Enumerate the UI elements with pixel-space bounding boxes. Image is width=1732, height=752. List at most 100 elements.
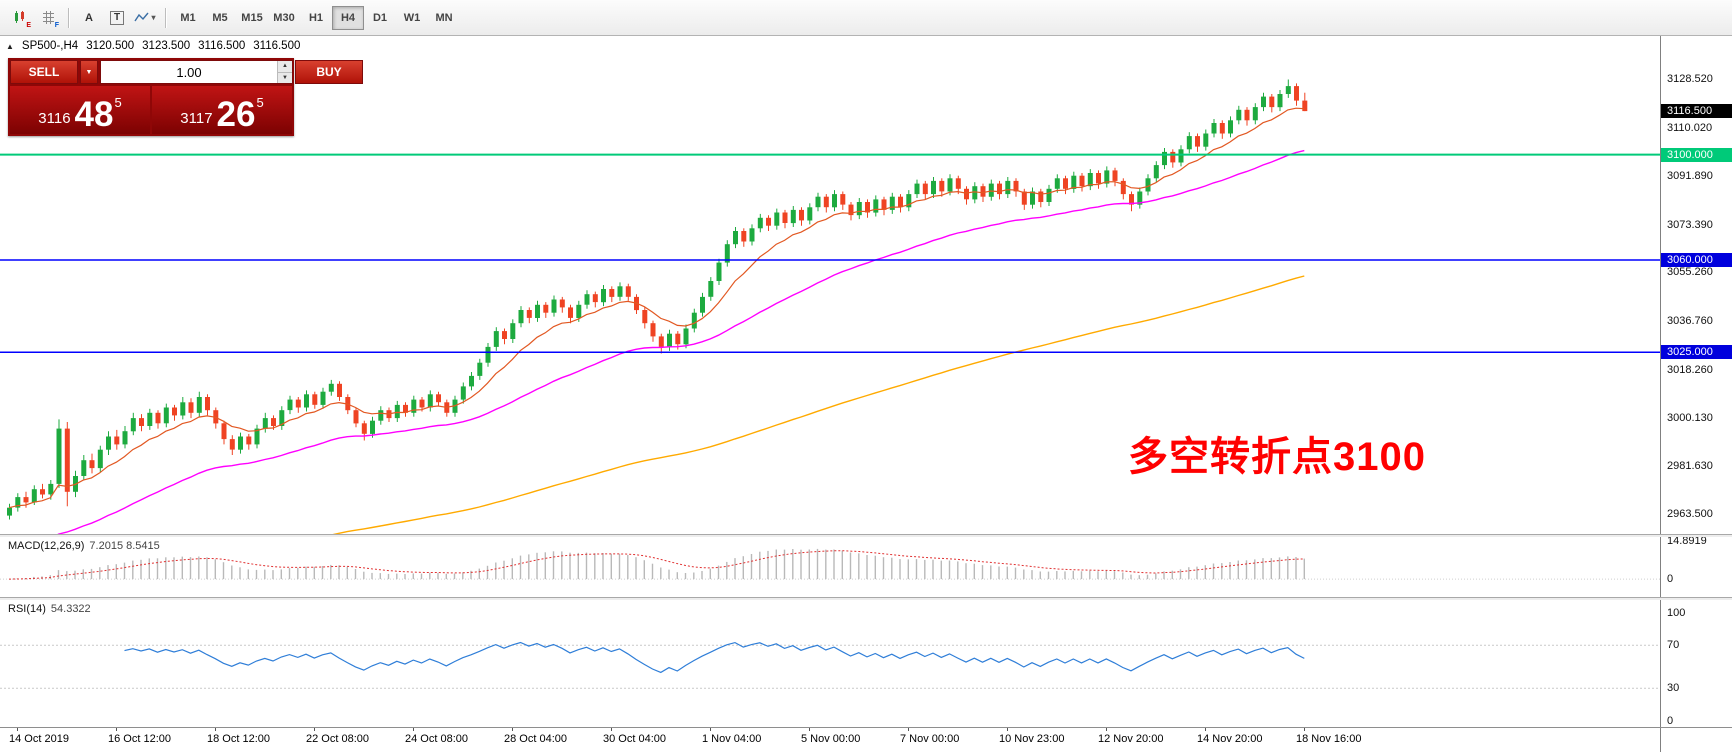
chevron-down-icon: ▾ [151, 13, 156, 22]
price-tick: 3000.130 [1667, 412, 1713, 424]
stepper-down-icon[interactable]: ▼ [277, 72, 292, 83]
timeframe-button-w1[interactable]: W1 [396, 6, 428, 30]
macd-values: 7.2015 8.5415 [89, 540, 160, 552]
time-tick [908, 728, 909, 731]
time-label: 18 Nov 16:00 [1296, 733, 1362, 745]
time-label: 12 Nov 20:00 [1098, 733, 1164, 745]
rsi-axis-tick: 30 [1667, 682, 1680, 694]
chart-annotation-text[interactable]: 多空转折点3100 [1128, 435, 1426, 479]
chart-symbol-header: ▲ SP500-,H4 3120.500 3123.500 3116.500 3… [6, 40, 308, 52]
time-tick [116, 728, 117, 731]
macd-name: MACD(12,26,9) [8, 540, 85, 552]
ohlc-high: 3123.500 [142, 40, 191, 52]
pane-separator[interactable] [0, 597, 1732, 600]
time-axis[interactable]: 14 Oct 2019 16 Oct 12:00 18 Oct 12:00 22 Oc… [0, 728, 1660, 752]
symbol-name: SP500-,H4 [21, 40, 79, 52]
profile-badge: F [54, 21, 59, 29]
grid-glyph [42, 11, 54, 24]
timeframe-button-mn[interactable]: MN [428, 6, 460, 30]
time-tick [1106, 728, 1107, 731]
expert-badge: E [26, 21, 31, 29]
rsi-canvas[interactable] [0, 600, 1660, 727]
time-tick [512, 728, 513, 731]
price-tick: 3055.260 [1667, 266, 1713, 278]
rsi-name: RSI(14) [8, 603, 46, 615]
candlestick-glyph [14, 11, 24, 23]
time-label: 5 Nov 00:00 [801, 733, 861, 745]
rsi-axis-tick: 100 [1667, 607, 1686, 619]
price-tick: 3091.890 [1667, 170, 1713, 182]
rsi-pane[interactable]: RSI(14) 54.3322 [0, 600, 1660, 727]
stepper-up-icon[interactable]: ▲ [277, 61, 292, 73]
volume-stepper: ▲ ▼ [277, 61, 292, 83]
main-chart-pane[interactable]: ▲ SP500-,H4 3120.500 3123.500 3116.500 3… [0, 36, 1660, 534]
timeframe-button-d1[interactable]: D1 [364, 6, 396, 30]
time-label: 18 Oct 12:00 [207, 733, 270, 745]
price-tick: 3018.260 [1667, 364, 1713, 376]
level-price-label: 3100.000 [1661, 148, 1732, 162]
rsi-label: RSI(14) 54.3322 [8, 603, 91, 615]
rsi-axis-tick: 0 [1667, 715, 1674, 727]
timeframe-button-h1[interactable]: H1 [300, 6, 332, 30]
level-price-label: 3025.000 [1661, 345, 1732, 359]
price-tick: 2963.500 [1667, 508, 1713, 520]
current-price-label: 3116.500 [1661, 104, 1732, 118]
volume-box: ▲ ▼ [100, 60, 293, 84]
time-label: 7 Nov 00:00 [900, 733, 960, 745]
text-box-label: T [109, 10, 125, 25]
timeframe-button-m15[interactable]: M15 [236, 6, 268, 30]
time-label: 1 Nov 04:00 [702, 733, 762, 745]
timeframe-button-h4[interactable]: H4 [332, 5, 364, 30]
sell-price-button[interactable]: 3116 48 5 [10, 86, 150, 134]
time-label: 16 Oct 12:00 [108, 733, 171, 745]
sell-price-prefix: 3116 [38, 110, 71, 127]
time-label: 10 Nov 23:00 [999, 733, 1065, 745]
price-tick: 3110.020 [1667, 122, 1713, 134]
buy-price-button[interactable]: 3117 26 5 [152, 86, 292, 134]
timeframe-button-m1[interactable]: M1 [172, 6, 204, 30]
chart-region: ▲ SP500-,H4 3120.500 3123.500 3116.500 3… [0, 36, 1732, 752]
time-tick [215, 728, 216, 731]
timeframe-button-m30[interactable]: M30 [268, 6, 300, 30]
time-tick [314, 728, 315, 731]
candlestick-chart-icon[interactable]: E [6, 5, 34, 31]
toolbar-separator [68, 7, 69, 28]
ohlc-open: 3120.500 [86, 40, 135, 52]
ohlc-low: 3116.500 [198, 40, 246, 52]
price-tick: 3128.520 [1667, 73, 1713, 85]
time-label: 22 Oct 08:00 [306, 733, 369, 745]
time-tick [1205, 728, 1206, 731]
zigzag-icon [134, 12, 150, 22]
pane-separator[interactable] [0, 534, 1732, 537]
price-tick: 3036.760 [1667, 315, 1713, 327]
time-label: 14 Nov 20:00 [1197, 733, 1263, 745]
time-label: 28 Oct 04:00 [504, 733, 567, 745]
order-options-dropdown[interactable]: ▼ [80, 60, 98, 84]
timeframe-button-m5[interactable]: M5 [204, 6, 236, 30]
macd-label: MACD(12,26,9) 7.2015 8.5415 [8, 540, 160, 552]
font-a-label: A [85, 11, 93, 24]
volume-input[interactable] [101, 61, 277, 83]
macd-pane[interactable]: MACD(12,26,9) 7.2015 8.5415 [0, 537, 1660, 597]
time-tick [710, 728, 711, 731]
sell-price-main: 48 [74, 95, 114, 135]
time-label: 30 Oct 04:00 [603, 733, 666, 745]
profile-grid-icon[interactable]: F [34, 5, 62, 31]
sell-button[interactable]: SELL [10, 60, 78, 84]
time-tick [413, 728, 414, 731]
price-axis[interactable]: 3128.520 3110.020 3091.890 3073.390 3055.260… [1660, 36, 1732, 752]
toolbar: E F A T ▾ M1 M5 M15 M30 H1 H4 D1 W1 MN [0, 0, 1732, 36]
one-click-trading-panel: SELL ▼ ▲ ▼ BUY 3116 48 5 [8, 58, 363, 136]
time-tick [17, 728, 18, 731]
timeframe-group: M1 M5 M15 M30 H1 H4 D1 W1 MN [172, 5, 460, 30]
price-tick: 2981.630 [1667, 460, 1713, 472]
main-chart-canvas[interactable] [0, 36, 1660, 534]
macd-canvas[interactable] [0, 537, 1660, 597]
text-box-tool-icon[interactable]: T [103, 5, 131, 31]
drawing-tools-dropdown[interactable]: ▾ [131, 5, 159, 31]
time-tick [1304, 728, 1305, 731]
symbol-marker-icon: ▲ [6, 41, 14, 51]
font-a-tool-icon[interactable]: A [75, 5, 103, 31]
buy-button[interactable]: BUY [295, 60, 363, 84]
